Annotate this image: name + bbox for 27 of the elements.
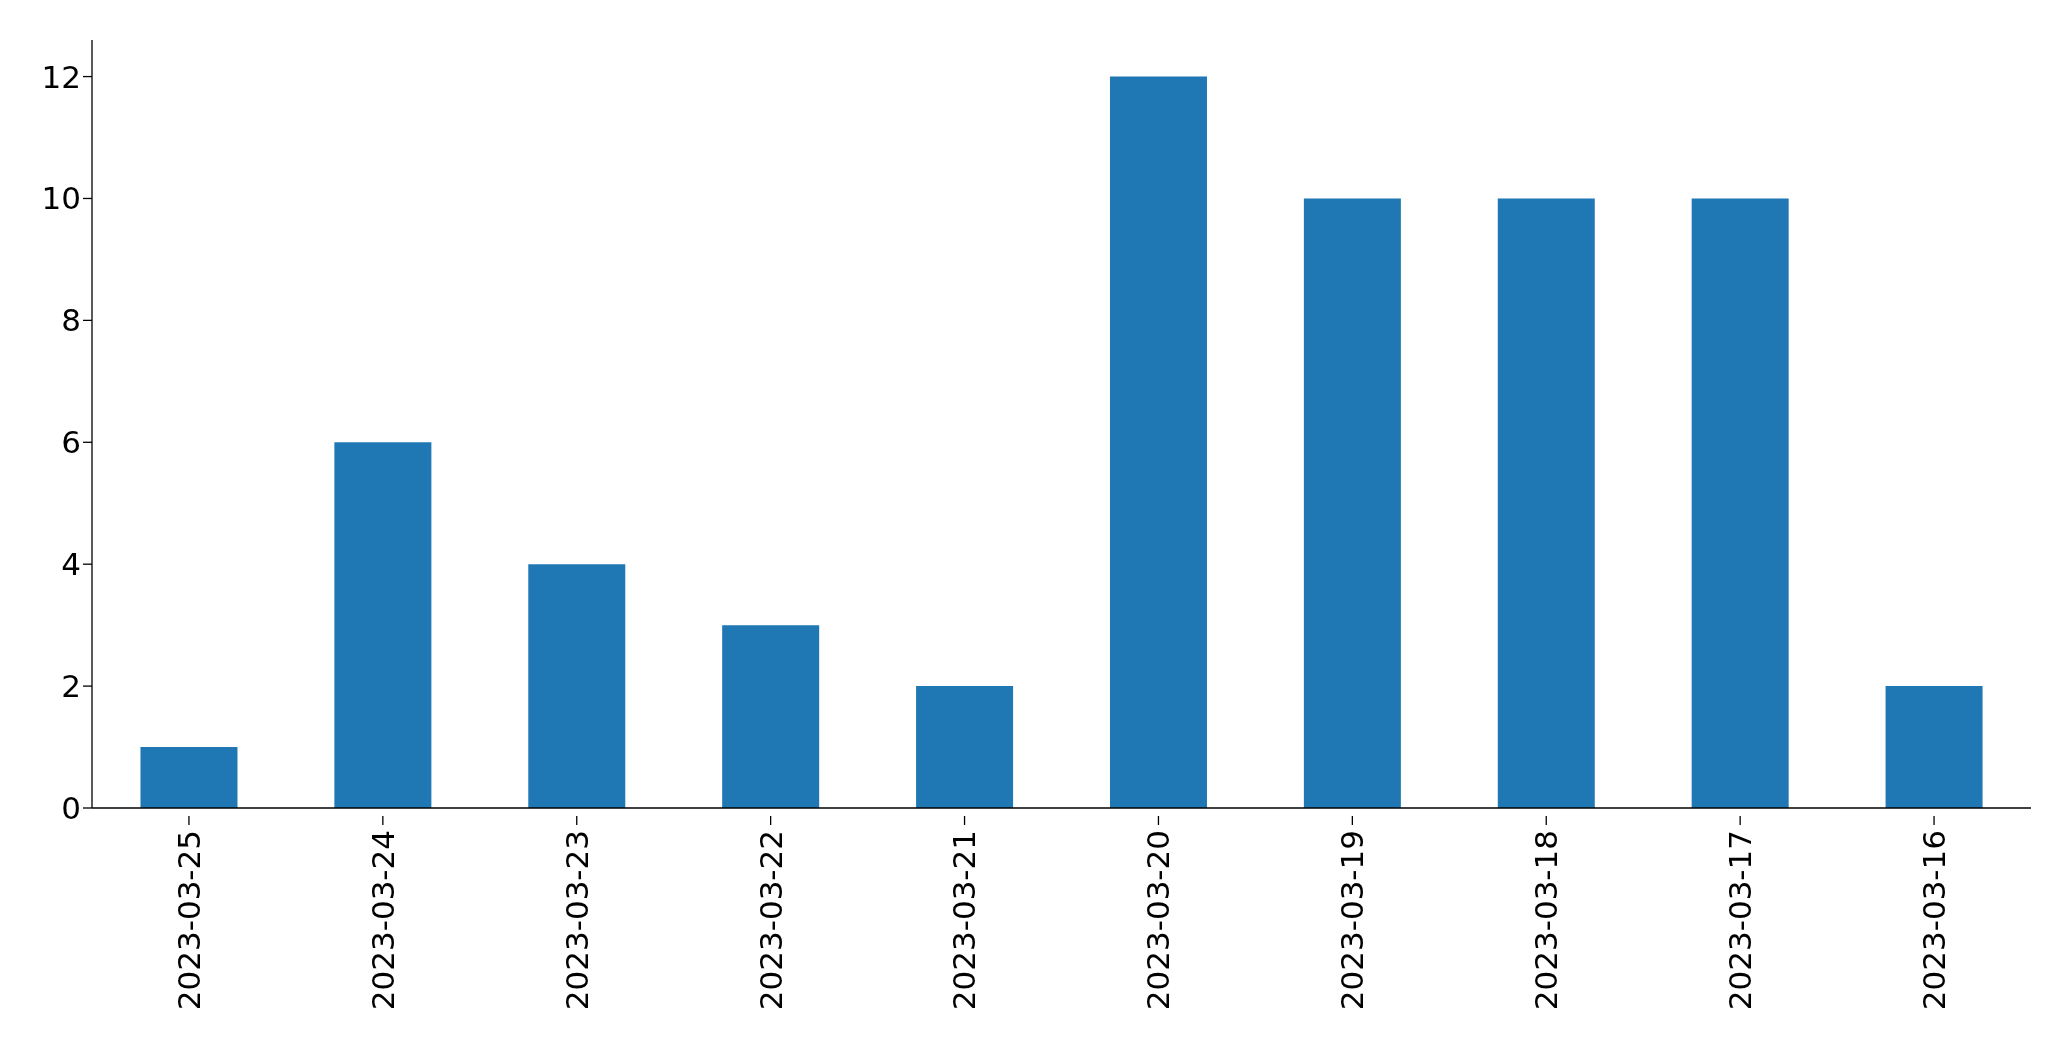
x-tick-label: 2023-03-16 (1915, 830, 1952, 1011)
y-tick-label: 0 (61, 790, 81, 827)
bar (334, 442, 432, 808)
y-tick-label: 12 (41, 58, 81, 95)
bar (1109, 76, 1207, 808)
x-tick-label: 2023-03-17 (1722, 830, 1758, 1011)
bar (1691, 198, 1789, 808)
x-tick-label: 2023-03-24 (364, 830, 401, 1011)
bar (528, 564, 626, 808)
x-tick-label: 2023-03-19 (1334, 830, 1371, 1011)
bar (916, 686, 1014, 808)
bar (1303, 198, 1401, 808)
bar (722, 625, 820, 808)
y-tick-label: 4 (61, 546, 81, 583)
x-tick-label: 2023-03-22 (752, 830, 789, 1011)
y-tick-label: 8 (61, 302, 81, 339)
x-tick-label: 2023-03-20 (1140, 830, 1177, 1011)
x-tick-label: 2023-03-18 (1528, 830, 1565, 1011)
x-tick-label: 2023-03-21 (946, 830, 983, 1011)
y-tick-label: 6 (61, 424, 81, 461)
x-tick-label: 2023-03-25 (170, 830, 207, 1011)
x-tick-label: 2023-03-23 (558, 830, 595, 1011)
bar (1497, 198, 1595, 808)
bar (1885, 686, 1983, 808)
bar (140, 747, 238, 808)
y-tick-label: 10 (41, 180, 81, 217)
y-tick-label: 2 (61, 668, 81, 705)
